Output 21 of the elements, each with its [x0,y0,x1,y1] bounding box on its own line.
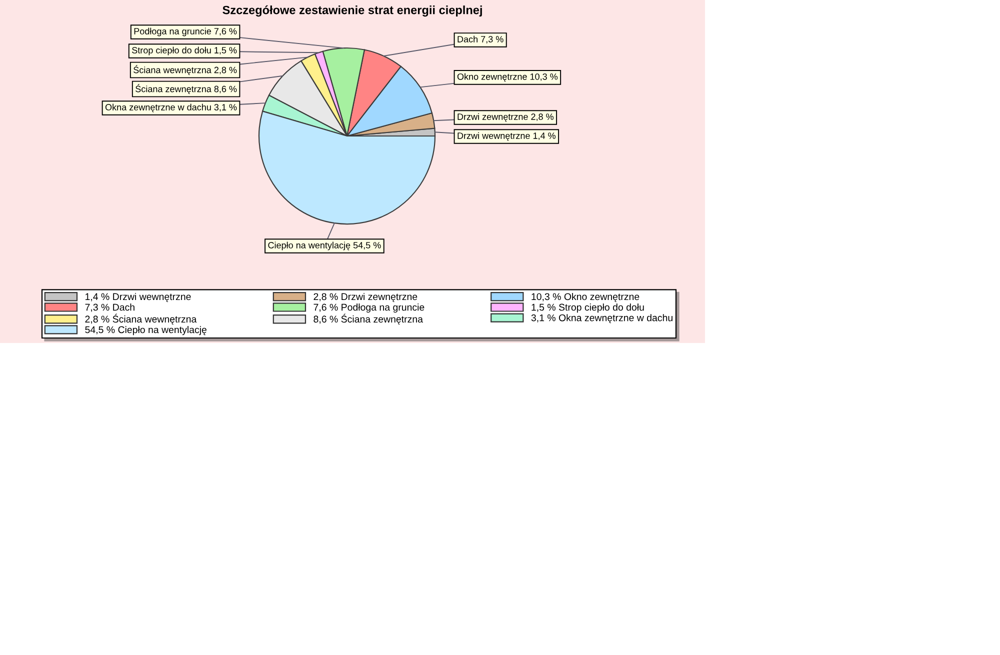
slice-label: Drzwi wewnętrzne 1,4 % [458,132,556,141]
slice-label: Okna zewnętrzne w dachu 3,1 % [105,104,237,112]
slice-label: Okno zewnętrzne 10,3 % [457,73,558,82]
slice-label: Strop ciepło do dołu 1,5 % [132,46,237,56]
legend-label: 8,6 % Ściana zewnętrzna [314,314,423,324]
legend-label: 1,5 % Strop ciepło do dołu [532,304,644,313]
slice-label: Drzwi zewnętrzne 2,8 % [458,113,554,122]
legend-label: 2,8 % Ściana wewnętrzna [85,314,197,324]
legend-label: 54,5 % Ciepło na wentylację [85,326,206,336]
legend-label: 7,6 % Podłoga na gruncie [314,304,424,313]
slice-label: Dach 7,3 % [458,36,504,44]
legend-label: 7,3 % Dach [85,304,134,312]
legend-label: 3,1 % Okna zewnętrzne w dachu [531,314,672,324]
slice-label: Podłoga na gruncie 7,6 % [134,28,237,36]
slice-label: Ściana zewnętrzna 8,6 % [136,84,237,94]
legend-label: 1,4 % Drzwi wewnętrzne [86,292,191,302]
chart-title: Szczegółowe zestawienie strat energii cieplnej [222,5,482,17]
slice-label: Ciepło na wentylację 54,5 % [268,242,381,250]
legend-label: 10,3 % Okno zewnętrzne [532,292,640,302]
legend-label: 2,8 % Drzwi zewnętrzne [314,292,418,302]
slice-label: Ściana wewnętrzna 2,8 % [134,65,237,75]
